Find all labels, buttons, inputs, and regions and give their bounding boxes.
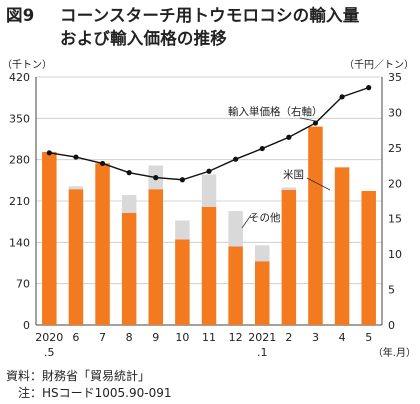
bar-other	[228, 211, 243, 247]
x-tick-label: 6	[72, 331, 79, 344]
price-point	[179, 177, 185, 183]
x-unit: （年.月）	[373, 346, 416, 359]
x-tick-sublabel: .5	[44, 346, 55, 359]
price-point	[233, 156, 239, 162]
bar-us	[95, 163, 110, 325]
y-left-tick-label: 420	[9, 71, 30, 84]
x-tick-label: 4	[339, 331, 346, 344]
bar-us	[334, 167, 350, 325]
title-line-2: および輸入価格の推移	[60, 29, 227, 48]
bar-other	[281, 187, 297, 190]
y-left-tick-label: 140	[9, 236, 30, 249]
bar-other	[121, 195, 137, 213]
price-point	[286, 134, 292, 140]
bar-us	[42, 151, 57, 325]
y-left-tick-label: 280	[9, 154, 30, 167]
bar-us	[308, 126, 323, 325]
y-right-unit: （千円／トン）	[344, 59, 414, 71]
x-tick-label: 9	[152, 331, 159, 344]
title-block: 図9 コーンスターチ用トウモロコシの輸入量 および輸入価格の推移	[6, 4, 416, 50]
price-point	[312, 120, 319, 126]
bar-other	[175, 220, 190, 240]
y-right-tick-label: 10	[388, 248, 402, 261]
annotation-us-leader	[306, 177, 331, 191]
y-right-tick-label: 25	[388, 142, 402, 155]
price-point	[366, 85, 372, 91]
source-text: 資料：財務省「貿易統計」	[6, 369, 151, 383]
price-point	[46, 150, 52, 156]
x-tick-label: 11	[202, 331, 216, 344]
x-tick-sublabel: .1	[257, 346, 268, 359]
bar-other	[68, 186, 84, 190]
bar-us	[175, 239, 190, 325]
x-tick-label: 7	[99, 331, 106, 344]
x-tick-label: 2	[285, 331, 292, 344]
bar-us	[281, 189, 297, 325]
x-tick-label: 2021	[248, 331, 276, 344]
y-right-tick-label: 20	[388, 177, 402, 190]
title-text-1: コーンスターチ用トウモロコシの輸入量	[60, 6, 360, 25]
price-point	[99, 160, 106, 167]
price-point	[339, 94, 345, 100]
bar-us	[148, 189, 164, 325]
price-point	[206, 168, 212, 174]
x-tick-label: 5	[365, 331, 372, 344]
figure-number: 図9	[6, 6, 35, 25]
bar-us	[201, 206, 217, 325]
bar-us	[68, 189, 84, 325]
price-point	[153, 175, 159, 181]
x-tick-label: 8	[126, 331, 133, 344]
y-left-tick-label: 0	[23, 319, 30, 332]
annotation-other-leader	[241, 214, 252, 229]
x-tick-label: 2020	[35, 331, 63, 344]
y-left-tick-label: 210	[9, 195, 30, 208]
price-point	[126, 170, 132, 176]
y-right-tick-label: 0	[388, 319, 395, 332]
y-right-tick-label: 5	[388, 284, 395, 297]
y-right-tick-label: 15	[388, 213, 402, 226]
footer: 資料：財務省「貿易統計」 注：HSコード1005.90-091	[6, 368, 172, 402]
x-tick-label: 10	[175, 331, 189, 344]
y-left-tick-label: 350	[9, 112, 30, 125]
y-left-unit: （千トン）	[2, 59, 52, 71]
bar-us	[228, 246, 243, 325]
bar-us	[121, 212, 137, 325]
annotation-price: 輸入単価格（右軸）	[228, 105, 323, 118]
bar-other	[254, 245, 270, 262]
y-right-tick-label: 30	[388, 106, 402, 119]
bar-us	[361, 190, 376, 325]
annotation-price-leader	[299, 117, 317, 122]
y-left-tick-label: 70	[16, 278, 30, 291]
note-text: 注：HSコード1005.90-091	[18, 386, 172, 400]
price-point	[73, 154, 79, 160]
bar-other	[201, 174, 217, 207]
x-tick-label: 3	[312, 331, 319, 344]
y-right-tick-label: 35	[388, 71, 402, 84]
x-tick-label: 12	[229, 331, 243, 344]
price-point	[259, 145, 265, 152]
title-line-1: 図9 コーンスターチ用トウモロコシの輸入量	[6, 4, 416, 27]
annotation-other: その他	[249, 211, 281, 224]
annotation-us: 米国	[283, 168, 304, 181]
bar-us	[254, 261, 270, 325]
